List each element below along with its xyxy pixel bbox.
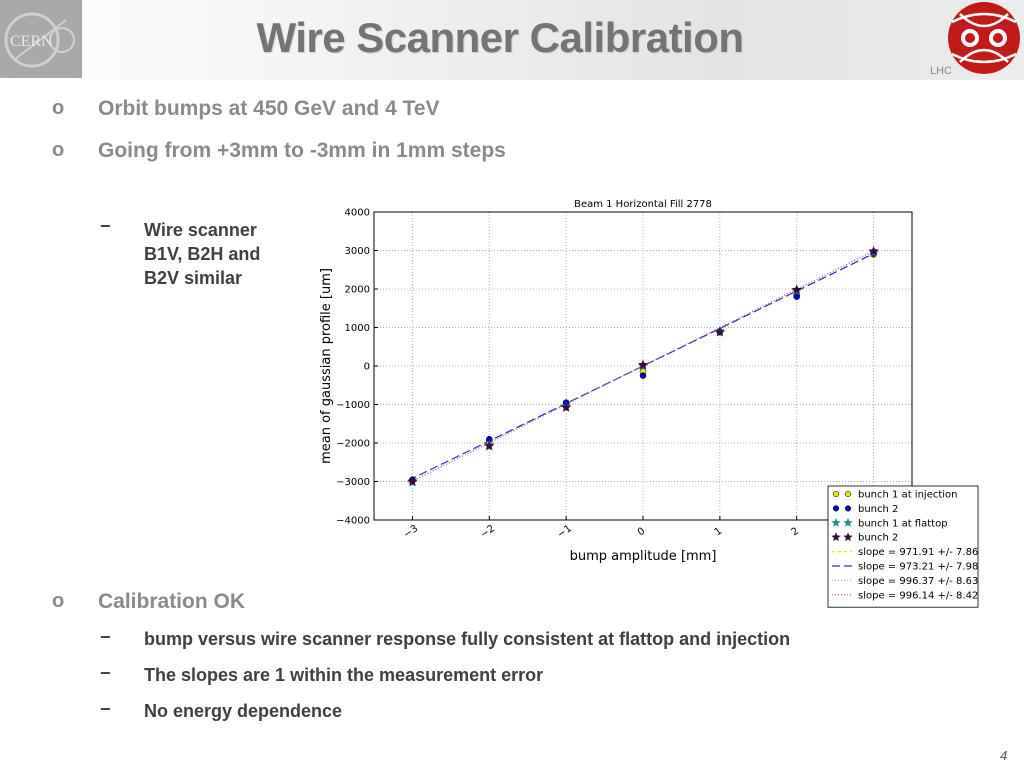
y-tick-label: −4000 bbox=[336, 516, 370, 527]
legend-box bbox=[827, 485, 979, 608]
sub-bullet-text: No energy dependence bbox=[144, 701, 343, 721]
chart-title: Beam 1 Horizontal Fill 2778 bbox=[574, 199, 712, 210]
y-axis-label: mean of gaussian profile [um] bbox=[319, 268, 334, 464]
legend-label: slope = 971.91 +/- 7.86 bbox=[858, 547, 978, 558]
cern-logo-text: CERN bbox=[10, 33, 53, 50]
bullet-text: Going from +3mm to -3mm in 1mm steps bbox=[98, 139, 506, 162]
y-tick-label: 1000 bbox=[345, 323, 370, 334]
lhc-logo-text: LHC bbox=[930, 65, 952, 77]
x-tick-label: −2 bbox=[479, 523, 497, 540]
bullet-text: Orbit bumps at 450 GeV and 4 TeV bbox=[98, 97, 440, 120]
y-tick-label: 3000 bbox=[345, 246, 370, 257]
calibration-chart: −3−2−10123−4000−3000−2000−10000100020003… bbox=[319, 199, 979, 608]
lhc-logo: LHC bbox=[930, 2, 1024, 80]
y-tick-label: −2000 bbox=[336, 439, 370, 450]
page-number: 4 bbox=[1000, 748, 1008, 763]
legend-marker bbox=[843, 517, 853, 527]
x-tick-label: 0 bbox=[636, 526, 648, 539]
y-tick-label: 0 bbox=[364, 362, 370, 373]
side-note-line: B2V similar bbox=[144, 268, 243, 288]
data-point bbox=[407, 476, 418, 486]
legend-marker bbox=[844, 490, 852, 498]
bullet-text: Calibration OK bbox=[98, 590, 246, 613]
sub-bullet-marker: − bbox=[100, 627, 111, 647]
sub-bullet-marker: − bbox=[100, 663, 111, 683]
legend-label: slope = 996.37 +/- 8.63 bbox=[858, 576, 978, 587]
legend-marker bbox=[831, 532, 841, 542]
data-point bbox=[639, 372, 647, 379]
x-tick-label: −1 bbox=[556, 523, 574, 540]
legend-marker bbox=[844, 505, 852, 512]
sub-bullet-marker: − bbox=[100, 216, 111, 236]
legend-marker bbox=[832, 505, 840, 512]
legend-marker bbox=[832, 490, 840, 498]
data-point bbox=[714, 326, 725, 337]
legend-label: bunch 1 at flattop bbox=[858, 518, 948, 529]
x-axis-label: bump amplitude [mm] bbox=[570, 549, 717, 564]
x-tick-label: −3 bbox=[402, 523, 420, 540]
legend-marker bbox=[843, 532, 853, 542]
header-bar: CERN Wire Scanner Calibration LHC bbox=[0, 0, 1024, 80]
data-point bbox=[484, 440, 495, 451]
data-point bbox=[791, 284, 802, 295]
bullet-marker: o bbox=[52, 97, 65, 119]
sub-bullet-text: The slopes are 1 within the measurement … bbox=[144, 665, 544, 685]
legend-label: slope = 973.21 +/- 7.98 bbox=[858, 562, 978, 573]
cern-logo: CERN bbox=[0, 0, 82, 78]
side-note-line: B1V, B2H and bbox=[144, 244, 261, 264]
x-tick-label: 1 bbox=[713, 526, 725, 539]
page-title: Wire Scanner Calibration bbox=[256, 14, 744, 61]
y-tick-label: −3000 bbox=[336, 477, 370, 488]
sub-bullet-text: bump versus wire scanner response fully … bbox=[144, 629, 791, 649]
bullet-marker: o bbox=[52, 590, 65, 612]
y-tick-label: 2000 bbox=[345, 285, 370, 296]
legend-label: bunch 1 at injection bbox=[858, 490, 958, 501]
legend-label: bunch 2 bbox=[858, 504, 898, 515]
data-point bbox=[868, 246, 879, 256]
y-tick-label: 4000 bbox=[345, 208, 370, 219]
data-point bbox=[637, 359, 649, 370]
legend-label: bunch 2 bbox=[858, 533, 898, 544]
side-note-line: Wire scanner bbox=[144, 220, 257, 240]
bullet-marker: o bbox=[52, 139, 65, 161]
y-tick-label: −1000 bbox=[336, 400, 370, 411]
data-point bbox=[561, 402, 572, 412]
legend-marker bbox=[831, 517, 841, 527]
sub-bullet-marker: − bbox=[100, 699, 111, 719]
data-point bbox=[793, 293, 800, 300]
legend-label: slope = 996.14 +/- 8.42 bbox=[858, 590, 978, 601]
x-tick-label: 2 bbox=[790, 526, 802, 539]
